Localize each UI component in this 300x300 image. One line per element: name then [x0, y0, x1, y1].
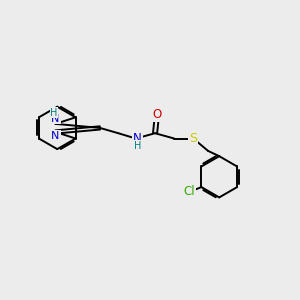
Text: N: N	[133, 132, 142, 145]
Text: H: H	[134, 141, 141, 151]
Text: Cl: Cl	[184, 185, 195, 198]
Text: N: N	[51, 131, 60, 141]
Text: N: N	[51, 114, 60, 124]
Text: O: O	[152, 109, 161, 122]
Text: H: H	[50, 108, 58, 118]
Text: S: S	[189, 132, 197, 145]
